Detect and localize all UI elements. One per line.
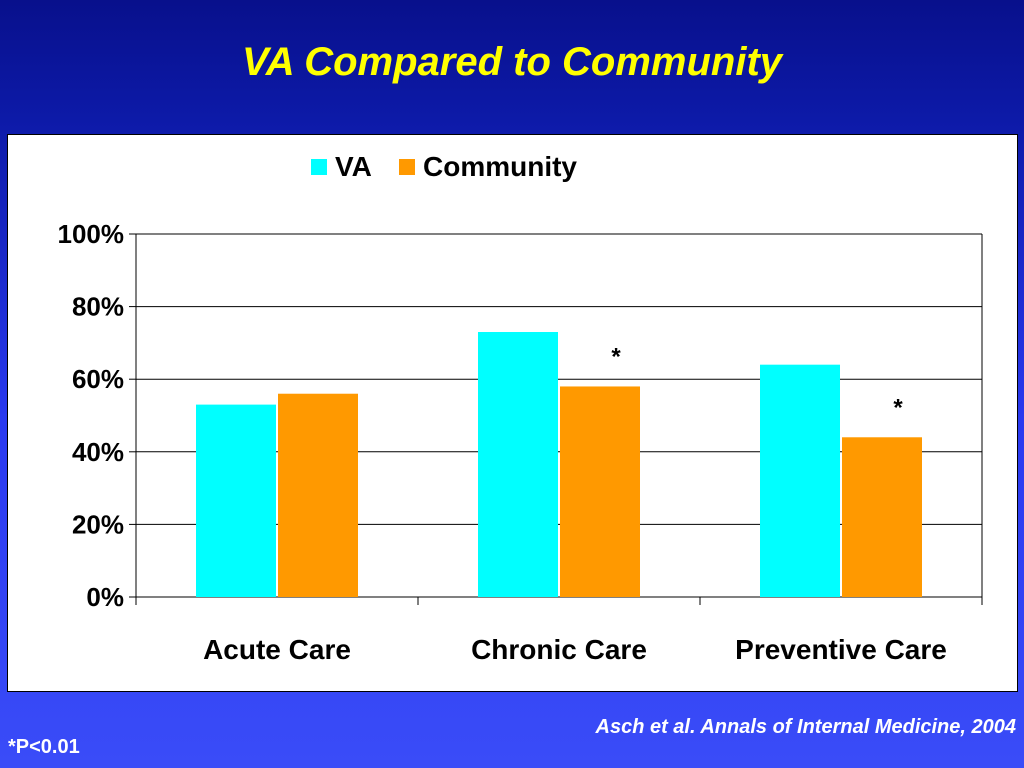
bar-chart: 0% 20% 40% 60% 80% 100% Acute Care Chronic Care… (58, 151, 983, 665)
slide-title: VA Compared to Community (241, 40, 783, 84)
legend-swatch-community (399, 159, 415, 175)
y-tick-label: 60% (72, 364, 124, 394)
y-tick-label: 0% (86, 582, 124, 612)
bar-community (842, 437, 922, 597)
footnote: *P<0.01 (8, 736, 80, 758)
x-category-label: Acute Care (203, 634, 351, 665)
bar-community (278, 393, 358, 597)
y-tick-label: 40% (72, 437, 124, 467)
citation: Asch et al. Annals of Internal Medicine,… (595, 716, 1017, 738)
bar-va (196, 404, 276, 597)
significance-marker: * (611, 343, 621, 370)
significance-marker: * (893, 394, 903, 421)
x-category-label: Chronic Care (471, 634, 647, 665)
bar-community (560, 386, 640, 597)
legend-label: Community (423, 151, 577, 182)
legend-swatch-va (311, 159, 327, 175)
y-tick-label: 20% (72, 509, 124, 539)
bar-va (760, 364, 840, 597)
y-tick-label: 100% (58, 219, 125, 249)
legend-label: VA (335, 151, 372, 182)
chart-panel: 0% 20% 40% 60% 80% 100% Acute Care Chronic Care… (7, 134, 1018, 692)
x-category-label: Preventive Care (735, 634, 947, 665)
bar-va (478, 332, 558, 597)
y-tick-label: 80% (72, 292, 124, 322)
